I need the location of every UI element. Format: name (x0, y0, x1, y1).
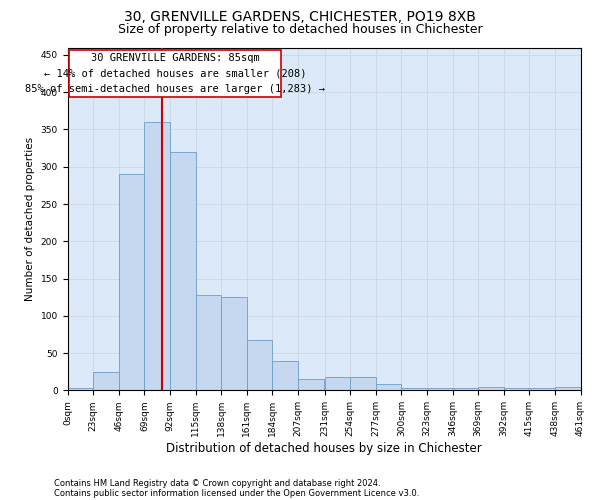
Bar (170, 152, 196, 390)
Bar (529, 388, 555, 390)
Text: Contains HM Land Registry data © Crown copyright and database right 2024.: Contains HM Land Registry data © Crown c… (54, 478, 380, 488)
Bar (504, 388, 529, 390)
Text: 30, GRENVILLE GARDENS, CHICHESTER, PO19 8XB: 30, GRENVILLE GARDENS, CHICHESTER, PO19 … (124, 10, 476, 24)
Text: ← 14% of detached houses are smaller (208): ← 14% of detached houses are smaller (20… (44, 68, 306, 78)
Text: Contains public sector information licensed under the Open Government Licence v3: Contains public sector information licen… (54, 488, 419, 498)
Bar (68, 388, 93, 390)
Bar (452, 388, 478, 390)
Bar (145, 122, 170, 390)
Bar (325, 377, 350, 390)
FancyBboxPatch shape (69, 50, 281, 98)
Bar (221, 297, 247, 390)
Bar (376, 384, 401, 390)
Bar (401, 388, 427, 390)
Bar (298, 379, 323, 390)
Text: 30 GRENVILLE GARDENS: 85sqm: 30 GRENVILLE GARDENS: 85sqm (91, 52, 259, 62)
Bar (247, 340, 272, 390)
Bar (93, 372, 119, 390)
Bar (555, 386, 581, 390)
Bar (427, 388, 452, 390)
Bar (272, 360, 298, 390)
Bar (119, 174, 145, 390)
Bar (350, 377, 376, 390)
Text: 85% of semi-detached houses are larger (1,283) →: 85% of semi-detached houses are larger (… (25, 84, 325, 94)
Y-axis label: Number of detached properties: Number of detached properties (25, 137, 35, 301)
Text: Size of property relative to detached houses in Chichester: Size of property relative to detached ho… (118, 22, 482, 36)
Bar (478, 386, 504, 390)
X-axis label: Distribution of detached houses by size in Chichester: Distribution of detached houses by size … (166, 442, 482, 455)
Bar (196, 295, 221, 390)
